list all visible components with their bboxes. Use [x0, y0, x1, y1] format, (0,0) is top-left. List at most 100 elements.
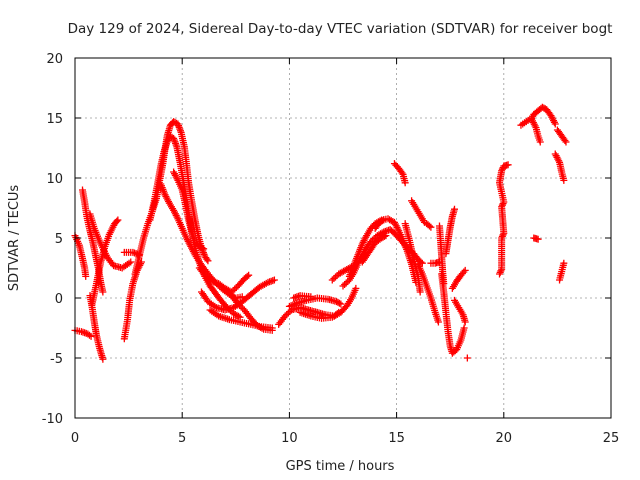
data-point: [463, 354, 471, 362]
data-point: [461, 266, 469, 274]
data-point: [337, 300, 345, 308]
data-point: [173, 213, 181, 221]
series-arc-y: [371, 216, 388, 232]
data-point: [173, 175, 181, 183]
series-arc-am: [517, 103, 559, 129]
data-point: [555, 157, 563, 165]
data-point: [258, 324, 266, 332]
data-point: [198, 244, 206, 252]
data-point: [550, 118, 558, 126]
data-point: [394, 225, 402, 233]
series-arc-aq: [553, 126, 570, 146]
series-arc-ar: [556, 259, 568, 284]
y-axis-label: SDTVAR / TECUs: [7, 185, 22, 292]
data-point: [113, 217, 121, 225]
data-point: [204, 257, 212, 265]
series-arc-l: [170, 168, 208, 253]
y-tick-label: 0: [55, 292, 63, 307]
series-arc-ak: [463, 354, 471, 362]
data-point: [531, 122, 539, 130]
series-arc-ag: [438, 270, 468, 357]
axes: 0 5 10 15 20 25 -10 -5 0 5 10 15 20: [42, 52, 620, 446]
data-point: [460, 268, 468, 276]
data-point: [398, 169, 406, 177]
data-point: [551, 120, 559, 128]
data-point: [236, 302, 244, 309]
data-point: [245, 271, 253, 279]
data-point: [416, 288, 424, 296]
data-point: [163, 138, 171, 146]
series-arc-d: [86, 292, 107, 363]
series-arc-al: [496, 161, 512, 278]
x-tick-label: 10: [281, 431, 298, 446]
series-arc-f: [88, 216, 122, 308]
series-arc-b: [71, 326, 95, 340]
data-point: [281, 312, 289, 320]
data-point: [536, 138, 544, 146]
series-arc-a: [71, 232, 90, 280]
data-point: [328, 276, 336, 284]
series-arc-ab: [408, 197, 428, 226]
data-point: [114, 216, 122, 224]
data-point: [401, 179, 409, 187]
series-arc-ap: [551, 150, 568, 184]
data-point: [380, 232, 388, 240]
y-tick-label: 5: [55, 232, 63, 247]
data-point: [450, 205, 458, 213]
data-point: [560, 259, 568, 267]
chart-title: Day 129 of 2024, Sidereal Day-to-day VTE…: [68, 21, 613, 37]
data-point: [352, 284, 360, 292]
x-tick-label: 0: [71, 431, 79, 446]
data-point: [378, 217, 386, 225]
data-point: [229, 287, 237, 294]
y-tick-label: -5: [50, 352, 63, 367]
data-point: [418, 259, 426, 267]
series-arc-t: [290, 292, 315, 302]
data-point: [127, 258, 135, 266]
data-point: [498, 165, 506, 173]
series-arc-ai: [448, 266, 469, 292]
data-point: [231, 285, 239, 293]
series-arc-m: [195, 264, 253, 296]
data-point: [562, 138, 570, 146]
data-point: [498, 234, 506, 242]
data-point: [335, 299, 343, 307]
data-point: [460, 324, 468, 332]
data-point: [237, 303, 245, 311]
data-point: [498, 201, 506, 209]
data-point: [330, 275, 338, 282]
data-point: [342, 279, 350, 287]
data-point: [307, 293, 315, 301]
series-arc-c: [79, 186, 107, 296]
series-arc-aj: [450, 296, 469, 326]
data-point: [380, 216, 388, 224]
series-arc-ad: [414, 260, 442, 326]
y-tick-label: -10: [42, 412, 63, 427]
data-point: [341, 281, 349, 288]
x-tick-label: 5: [178, 431, 186, 446]
data-point: [504, 161, 512, 169]
data-point: [496, 268, 504, 276]
series-arc-ah: [442, 205, 458, 258]
data-point: [498, 167, 506, 175]
data-point: [427, 223, 435, 231]
data-point: [560, 176, 568, 184]
data-point: [164, 137, 172, 144]
data-point: [425, 222, 433, 230]
series-arc-ae: [427, 258, 443, 267]
y-tick-label: 15: [46, 112, 63, 127]
series-arc-ac: [423, 220, 435, 231]
x-axis-label: GPS time / hours: [286, 459, 395, 474]
data-point: [243, 272, 251, 280]
data-point: [382, 232, 390, 240]
data-point: [82, 272, 90, 280]
data-point: [497, 267, 505, 275]
data-point: [234, 300, 242, 308]
plot-frame: [74, 57, 612, 419]
data-point: [496, 270, 504, 278]
data-point: [85, 331, 93, 339]
series-arc-n: [197, 276, 278, 314]
data-point: [534, 235, 542, 243]
data-point: [270, 276, 278, 284]
